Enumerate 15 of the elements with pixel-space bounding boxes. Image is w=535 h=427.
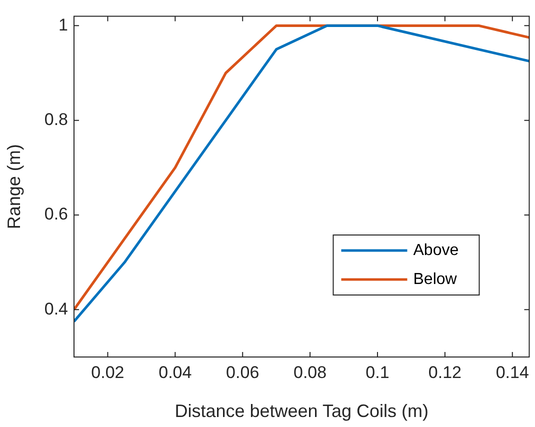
x-tick-label: 0.08 <box>294 362 327 382</box>
x-tick-label: 0.04 <box>158 362 192 382</box>
y-tick-label: 1 <box>58 15 68 34</box>
y-tick-label: 0.4 <box>44 299 68 318</box>
y-tick-label: 0.6 <box>44 204 68 224</box>
x-tick-label: 0.1 <box>366 362 390 382</box>
x-axis-title: Distance between Tag Coils (m) <box>174 401 429 422</box>
y-tick-label: 0.8 <box>44 110 68 130</box>
x-tick-label: 0.02 <box>91 362 124 382</box>
x-tick-label: 0.12 <box>428 362 462 382</box>
legend-label: Above <box>413 242 459 259</box>
x-tick-label: 0.14 <box>496 362 529 382</box>
y-axis-title: Range (m) <box>4 144 24 230</box>
legend-label: Below <box>413 270 458 288</box>
x-tick-label: 0.06 <box>226 362 260 382</box>
